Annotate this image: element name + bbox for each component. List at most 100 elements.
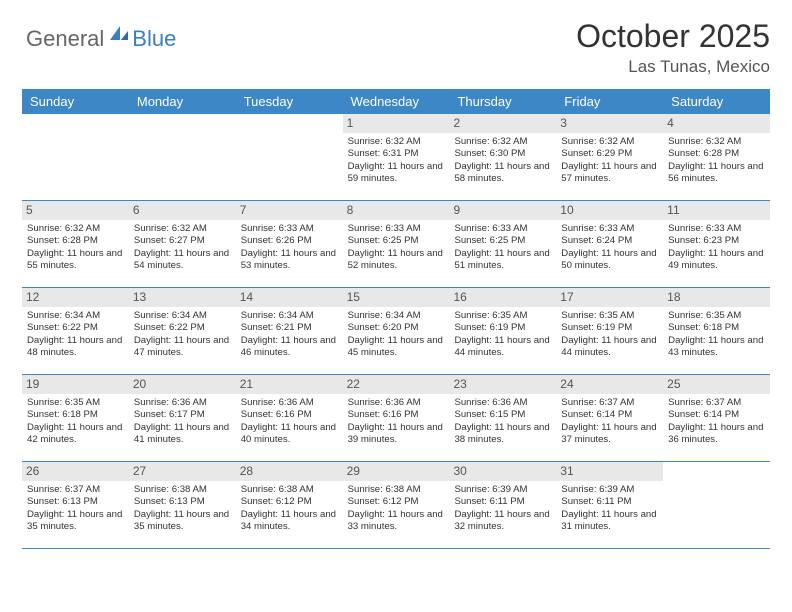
day-cell: 8Sunrise: 6:33 AMSunset: 6:25 PMDaylight… [343,201,450,287]
day-cell: 10Sunrise: 6:33 AMSunset: 6:24 PMDayligh… [556,201,663,287]
sunrise-text: Sunrise: 6:38 AM [348,484,445,496]
logo-sail-icon [108,24,130,42]
day-cell [22,114,129,200]
day-number: 4 [663,114,770,133]
day-info: Sunrise: 6:32 AMSunset: 6:31 PMDaylight:… [348,136,445,185]
sunset-text: Sunset: 6:13 PM [27,496,124,508]
weekday-thu: Thursday [449,89,556,114]
day-cell: 19 Sunrise: 6:35 AMSunset: 6:18 PMDayligh… [22,375,129,461]
sunset-text: Sunset: 6:18 PM [27,409,124,421]
day-cell: 6Sunrise: 6:32 AMSunset: 6:27 PMDaylight… [129,201,236,287]
daylight-text: Daylight: 11 hours and 51 minutes. [454,248,551,272]
day-info: Sunrise: 6:39 AMSunset: 6:11 PMDaylight:… [561,484,658,533]
day-info: Sunrise: 6:35 AMSunset: 6:18 PMDaylight:… [668,310,765,359]
weekday-mon: Monday [129,89,236,114]
day-cell: 22Sunrise: 6:36 AMSunset: 6:16 PMDayligh… [343,375,450,461]
sunset-text: Sunset: 6:31 PM [348,148,445,160]
sunrise-text: Sunrise: 6:35 AM [668,310,765,322]
day-info: Sunrise: 6:33 AMSunset: 6:25 PMDaylight:… [454,223,551,272]
daylight-text: Daylight: 11 hours and 41 minutes. [134,422,231,446]
day-info: Sunrise: 6:33 AMSunset: 6:24 PMDaylight:… [561,223,658,272]
day-cell: 24Sunrise: 6:37 AMSunset: 6:14 PMDayligh… [556,375,663,461]
sunrise-text: Sunrise: 6:32 AM [561,136,658,148]
sunset-text: Sunset: 6:13 PM [134,496,231,508]
daylight-text: Daylight: 11 hours and 35 minutes. [27,509,124,533]
sunset-text: Sunset: 6:28 PM [668,148,765,160]
location-label: Las Tunas, Mexico [576,57,770,77]
sunset-text: Sunset: 6:24 PM [561,235,658,247]
day-cell: 26Sunrise: 6:37 AMSunset: 6:13 PMDayligh… [22,462,129,548]
sunrise-text: Sunrise: 6:34 AM [134,310,231,322]
weekday-wed: Wednesday [343,89,450,114]
week-row: 19 Sunrise: 6:35 AMSunset: 6:18 PMDayligh… [22,375,770,462]
day-cell: 16Sunrise: 6:35 AMSunset: 6:19 PMDayligh… [449,288,556,374]
day-number: 3 [556,114,663,133]
sunrise-text: Sunrise: 6:35 AM [454,310,551,322]
sunset-text: Sunset: 6:11 PM [454,496,551,508]
sunset-text: Sunset: 6:25 PM [348,235,445,247]
day-info: Sunrise: 6:32 AMSunset: 6:28 PMDaylight:… [27,223,124,272]
daylight-text: Daylight: 11 hours and 46 minutes. [241,335,338,359]
day-info: Sunrise: 6:36 AMSunset: 6:16 PMDaylight:… [241,397,338,446]
day-cell: 30 Sunrise: 6:39 AMSunset: 6:11 PMDayligh… [449,462,556,548]
day-info: Sunrise: 6:33 AMSunset: 6:23 PMDaylight:… [668,223,765,272]
day-cell: 13Sunrise: 6:34 AMSunset: 6:22 PMDayligh… [129,288,236,374]
daylight-text: Daylight: 11 hours and 48 minutes. [27,335,124,359]
weekday-fri: Friday [556,89,663,114]
daylight-text: Daylight: 11 hours and 52 minutes. [348,248,445,272]
daylight-text: Daylight: 11 hours and 54 minutes. [134,248,231,272]
day-cell: 7Sunrise: 6:33 AMSunset: 6:26 PMDaylight… [236,201,343,287]
day-number: 19 [22,375,129,394]
day-number: 17 [556,288,663,307]
day-number: 30 [449,462,556,481]
day-number: 16 [449,288,556,307]
sunset-text: Sunset: 6:16 PM [241,409,338,421]
day-cell: 5 Sunrise: 6:32 AMSunset: 6:28 PMDaylight… [22,201,129,287]
daylight-text: Daylight: 11 hours and 59 minutes. [348,161,445,185]
day-cell [129,114,236,200]
day-number: 5 [22,201,129,220]
sunrise-text: Sunrise: 6:34 AM [241,310,338,322]
sunset-text: Sunset: 6:23 PM [668,235,765,247]
weekday-sat: Saturday [663,89,770,114]
day-number: 29 [343,462,450,481]
title-block: October 2025 Las Tunas, Mexico [576,18,770,77]
day-number: 12 [22,288,129,307]
sunset-text: Sunset: 6:22 PM [27,322,124,334]
day-info: Sunrise: 6:36 AMSunset: 6:15 PMDaylight:… [454,397,551,446]
sunrise-text: Sunrise: 6:32 AM [668,136,765,148]
day-cell: 21Sunrise: 6:36 AMSunset: 6:16 PMDayligh… [236,375,343,461]
day-number: 11 [663,201,770,220]
daylight-text: Daylight: 11 hours and 58 minutes. [454,161,551,185]
daylight-text: Daylight: 11 hours and 43 minutes. [668,335,765,359]
logo-text-1: General [26,26,104,52]
daylight-text: Daylight: 11 hours and 53 minutes. [241,248,338,272]
day-info: Sunrise: 6:39 AMSunset: 6:11 PMDaylight:… [454,484,551,533]
day-info: Sunrise: 6:35 AMSunset: 6:18 PMDaylight:… [27,397,124,446]
day-cell: 11 Sunrise: 6:33 AMSunset: 6:23 PMDayligh… [663,201,770,287]
sunrise-text: Sunrise: 6:36 AM [454,397,551,409]
week-row: 12Sunrise: 6:34 AMSunset: 6:22 PMDayligh… [22,288,770,375]
day-info: Sunrise: 6:33 AMSunset: 6:25 PMDaylight:… [348,223,445,272]
sunrise-text: Sunrise: 6:38 AM [134,484,231,496]
week-row: 5 Sunrise: 6:32 AMSunset: 6:28 PMDaylight… [22,201,770,288]
daylight-text: Daylight: 11 hours and 50 minutes. [561,248,658,272]
sunset-text: Sunset: 6:17 PM [134,409,231,421]
weekday-header-row: Sunday Monday Tuesday Wednesday Thursday… [22,89,770,114]
day-info: Sunrise: 6:32 AMSunset: 6:29 PMDaylight:… [561,136,658,185]
sunset-text: Sunset: 6:30 PM [454,148,551,160]
daylight-text: Daylight: 11 hours and 42 minutes. [27,422,124,446]
sunrise-text: Sunrise: 6:36 AM [348,397,445,409]
weekday-sun: Sunday [22,89,129,114]
daylight-text: Daylight: 11 hours and 44 minutes. [561,335,658,359]
day-info: Sunrise: 6:34 AMSunset: 6:21 PMDaylight:… [241,310,338,359]
day-number: 28 [236,462,343,481]
sunrise-text: Sunrise: 6:37 AM [27,484,124,496]
sunset-text: Sunset: 6:18 PM [668,322,765,334]
day-info: Sunrise: 6:35 AMSunset: 6:19 PMDaylight:… [561,310,658,359]
sunset-text: Sunset: 6:25 PM [454,235,551,247]
day-number: 15 [343,288,450,307]
day-number: 2 [449,114,556,133]
daylight-text: Daylight: 11 hours and 49 minutes. [668,248,765,272]
day-info: Sunrise: 6:32 AMSunset: 6:28 PMDaylight:… [668,136,765,185]
